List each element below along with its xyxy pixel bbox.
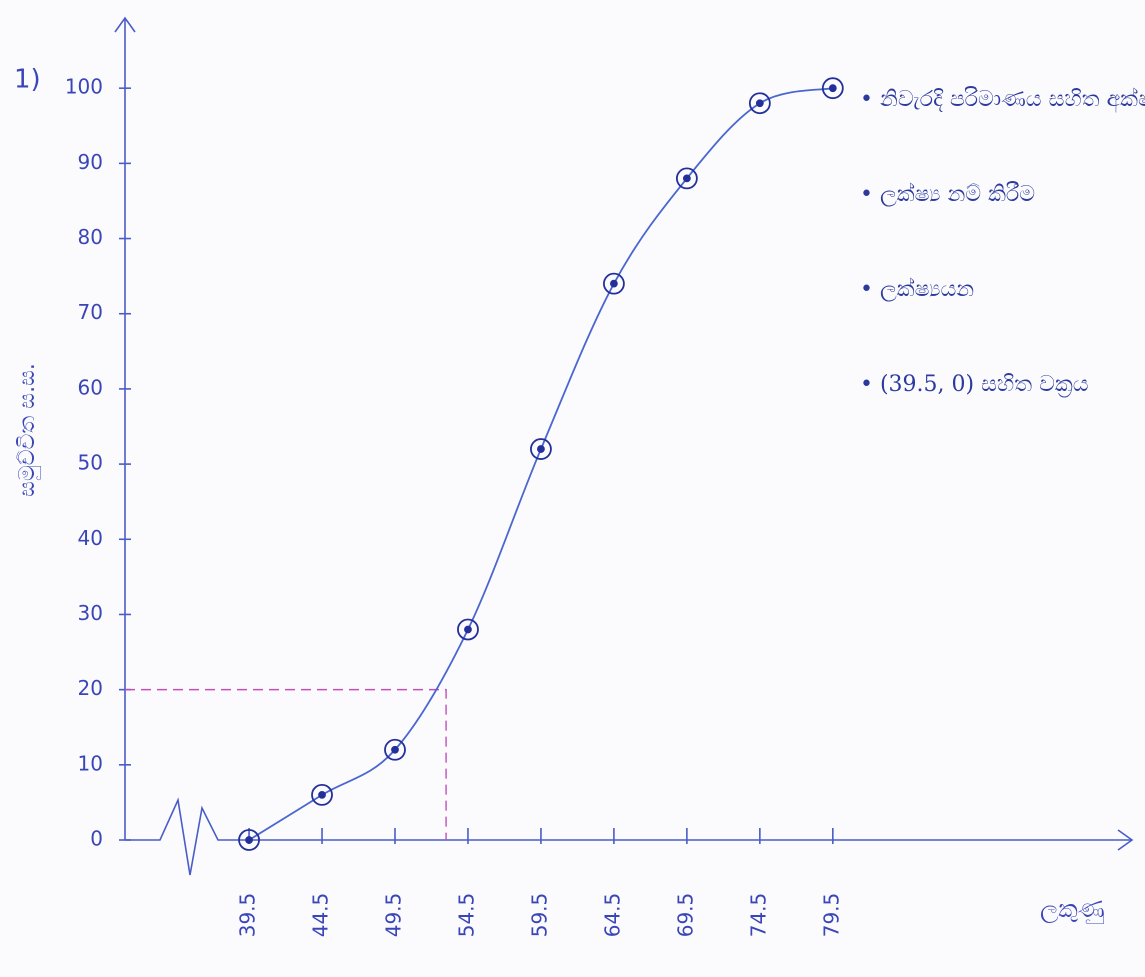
x-tick-label: 39.5 (236, 893, 260, 938)
x-tick-label: 59.5 (527, 893, 551, 938)
data-point (750, 93, 770, 113)
note: • ලක්ෂ්‍ය නම් කිරීම (860, 181, 1035, 207)
data-point (312, 785, 332, 805)
x-tick-label: 49.5 (381, 893, 405, 938)
y-tick-label: 20 (78, 676, 103, 700)
x-tick-label: 79.5 (819, 893, 843, 938)
y-tick-label: 70 (78, 300, 103, 324)
point-ring (611, 281, 617, 287)
y-tick-label: 80 (78, 225, 103, 249)
x-tick-label: 74.5 (746, 893, 770, 938)
chart: 1) සමුච්චිත ස.ස. ලකුණු 0 10 20 30 40 50 60 70 80… (0, 0, 1145, 977)
y-tick-label: 100 (65, 75, 103, 99)
y-tick-label: 10 (78, 751, 103, 775)
question-number: 1) (14, 65, 41, 95)
data-point (531, 439, 551, 459)
point-ring (465, 626, 471, 632)
axis-break (125, 800, 240, 875)
y-tick-label: 60 (78, 375, 103, 399)
ogive-curve (249, 88, 833, 840)
y-tick-label: 40 (78, 526, 103, 550)
point-ring (757, 100, 763, 106)
data-point (677, 168, 697, 188)
x-tick-label: 69.5 (673, 893, 697, 938)
point-ring (319, 792, 325, 798)
x-tick-label: 54.5 (454, 893, 478, 938)
y-tick-label: 50 (78, 451, 103, 475)
y-tick-label: 90 (78, 150, 103, 174)
point-ring (684, 175, 690, 181)
x-axis-label: ලකුණු (1040, 895, 1105, 923)
point-ring (246, 837, 252, 843)
data-point (385, 740, 405, 760)
data-point (604, 274, 624, 294)
note: • (39.5, 0) සහිත වක්‍රය (860, 372, 1089, 398)
y-axis-label: සමුච්චිත ස.ස. (15, 363, 41, 497)
x-tick-label: 44.5 (309, 893, 333, 938)
x-tick-label: 64.5 (600, 893, 624, 938)
note: • නිවැරදි පරිමාණය සහිත අක්ෂ (860, 86, 1145, 113)
note: • ලක්ෂ්‍යයන (860, 277, 974, 302)
y-tick-label: 30 (78, 601, 103, 625)
point-ring (392, 747, 398, 753)
point-ring (830, 85, 836, 91)
point-ring (538, 446, 544, 452)
y-tick-label: 0 (90, 827, 103, 851)
data-point (458, 619, 478, 639)
